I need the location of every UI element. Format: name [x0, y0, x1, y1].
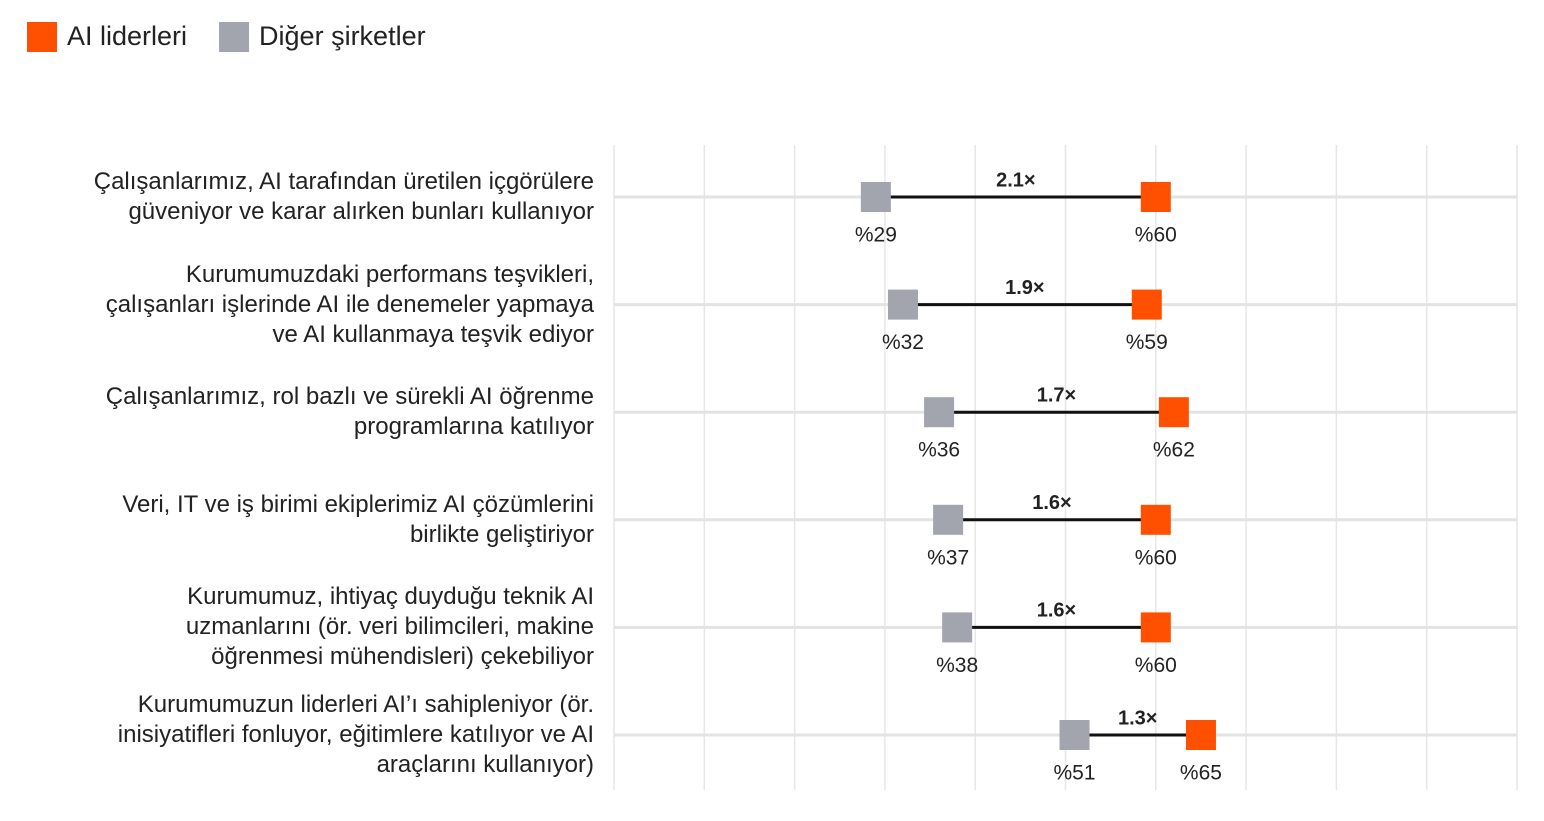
category-label: Kurumumuzdaki performans teşvikleri, çal…	[105, 260, 594, 348]
value-label: %29	[855, 224, 897, 247]
ratio-label: 1.7×	[1037, 384, 1076, 406]
value-label: %51	[1054, 762, 1096, 785]
category-label: Çalışanlarımız, AI tarafından üretilen i…	[93, 168, 594, 225]
marker	[1059, 720, 1090, 750]
value-label: %38	[936, 654, 978, 677]
marker	[1131, 289, 1162, 320]
marker	[1158, 397, 1189, 428]
marker	[942, 612, 973, 643]
category-label: Veri, IT ve iş birimi ekiplerimiz AI çöz…	[122, 490, 594, 548]
marker	[860, 182, 891, 212]
marker	[1140, 182, 1171, 212]
value-label: %32	[882, 331, 924, 354]
marker	[1140, 612, 1171, 643]
category-label: Kurumumuzun liderleri AI’ı sahipleniyor …	[117, 691, 594, 778]
marker	[1185, 720, 1216, 750]
marker	[933, 504, 964, 535]
ratio-label: 1.6×	[1037, 600, 1076, 622]
legend-swatch	[219, 22, 250, 52]
ratio-label: 1.9×	[1005, 277, 1044, 299]
category-label: Çalışanlarımız, rol bazlı ve sürekli AI …	[105, 383, 594, 441]
ratio-label: 1.6×	[1032, 492, 1071, 514]
value-label: %36	[918, 439, 960, 462]
legend-swatch	[27, 22, 57, 52]
value-label: %65	[1180, 762, 1222, 785]
marker	[887, 289, 918, 320]
ratio-label: 1.3×	[1118, 707, 1157, 729]
value-label: %37	[927, 546, 969, 569]
marker	[924, 397, 955, 428]
category-label: Kurumumuz, ihtiyaç duyduğu teknik AI uzm…	[185, 583, 594, 671]
value-label: %60	[1135, 224, 1177, 247]
value-label: %60	[1135, 654, 1177, 677]
marker	[1140, 504, 1171, 535]
value-label: %62	[1153, 439, 1195, 462]
ratio-label: 2.1×	[996, 169, 1035, 191]
value-label: %60	[1135, 546, 1177, 569]
value-label: %59	[1126, 331, 1168, 354]
legend-label: AI liderleri	[67, 21, 187, 51]
legend-label: Diğer şirketler	[259, 21, 426, 51]
